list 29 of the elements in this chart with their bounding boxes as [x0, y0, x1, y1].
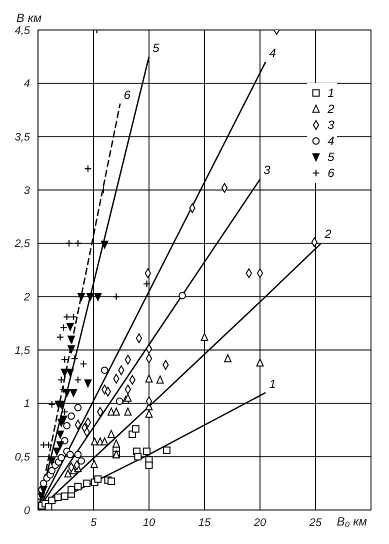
x-tick-label: 5	[90, 516, 98, 529]
y-axis-title: B км	[16, 11, 42, 25]
annotation: 4	[269, 46, 276, 60]
y-tick-label: 1	[24, 398, 30, 410]
y-tick-label: 3,5	[14, 132, 31, 144]
annotation: 2	[324, 227, 332, 242]
annotation: 3	[264, 163, 270, 178]
x-tick-label: 25	[308, 516, 322, 529]
legend-label: 3	[328, 118, 334, 132]
legend-label: 1	[328, 86, 334, 100]
annotation: 1	[269, 376, 276, 391]
x-tick-label: 10	[142, 516, 156, 529]
y-tick-label: 4,5	[14, 24, 31, 37]
y-tick-label: 0	[24, 504, 31, 517]
annotation: 6	[124, 88, 130, 102]
legend-label: 6	[328, 166, 334, 180]
legend-label: 2	[328, 102, 334, 116]
y-tick-label: 1,5	[14, 344, 31, 357]
y-tick-label: 0,5	[14, 452, 31, 464]
annotation: 5	[152, 40, 160, 55]
y-tick-label: 2,5	[14, 238, 31, 250]
y-tick-label: 3	[24, 184, 31, 197]
legend-label: 5	[328, 150, 334, 164]
x-tick-label: 15	[198, 516, 212, 529]
x-axis-title: B₀ км	[336, 514, 367, 528]
x-tick-label: 20	[252, 516, 267, 529]
legend-label: 4	[328, 134, 334, 148]
y-tick-label: 4	[24, 78, 30, 90]
y-tick-label: 2	[22, 292, 30, 304]
